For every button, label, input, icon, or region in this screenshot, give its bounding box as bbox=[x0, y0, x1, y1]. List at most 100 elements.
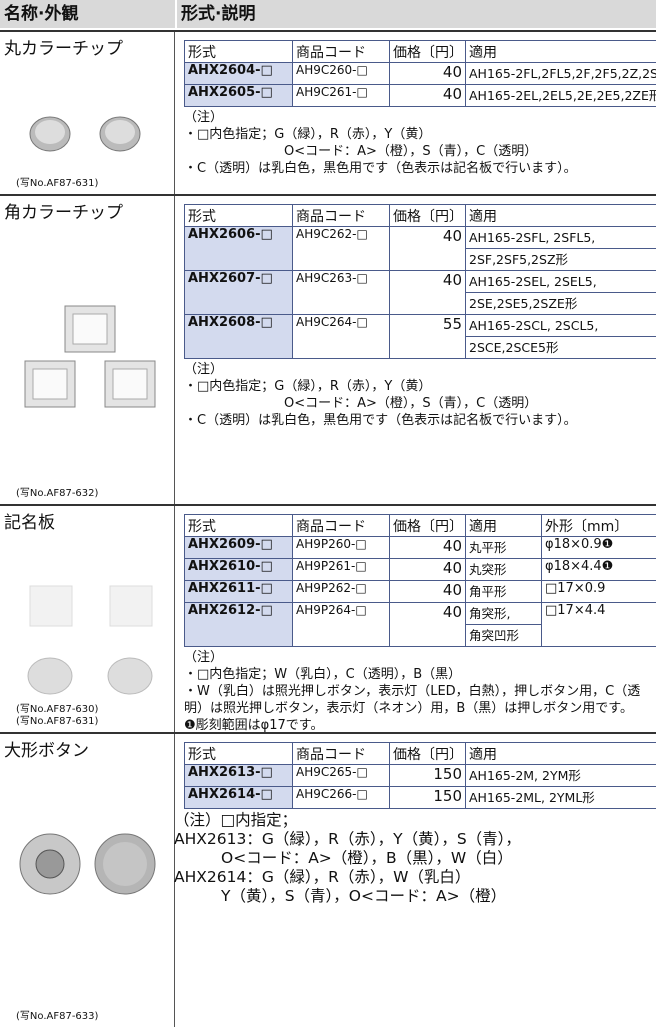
use-line: 角突形, bbox=[469, 606, 511, 621]
price: 150 bbox=[389, 764, 466, 787]
use-line: 角突凹形 bbox=[466, 624, 541, 646]
chip-face bbox=[105, 120, 135, 144]
section-name: 記名板 bbox=[4, 513, 55, 533]
use-line: 2SE,2SE5,2SZE形 bbox=[466, 292, 656, 314]
model: AHX2608-□ bbox=[184, 314, 293, 359]
use-line: AH165-2SCL, 2SCL5, bbox=[469, 318, 599, 333]
dimension: φ18×4.4❶ bbox=[541, 558, 656, 581]
price: 40 bbox=[389, 62, 466, 85]
code: AH9C261-□ bbox=[292, 84, 390, 107]
model: AHX2611-□ bbox=[184, 580, 293, 603]
caption-line: (写No.AF87-632) bbox=[16, 488, 99, 499]
column-header: 形式 bbox=[184, 40, 293, 63]
section: 丸カラーチップ (写No.AF87-631) 形式 商品コード 価格〔円〕 適用 AHX26… bbox=[0, 30, 656, 194]
row: AHX2607-□ AH9C263-□ 40 AH165-2SEL, 2SEL5, 2S… bbox=[184, 270, 656, 315]
use-line: AH165-2SFL, 2SFL5, bbox=[469, 230, 596, 245]
caption-line: (写No.AF87-631) bbox=[16, 178, 99, 189]
code: AH9P261-□ bbox=[292, 558, 390, 581]
section-right: 形式 商品コード 価格〔円〕 適用 AHX2606-□ AH9C262-□ 40 AH165-… bbox=[184, 204, 656, 429]
header-row: 形式 商品コード 価格〔円〕 適用 bbox=[184, 742, 656, 765]
chip-face bbox=[112, 368, 148, 400]
use-line: 2SCE,2SCE5形 bbox=[466, 336, 656, 358]
dimension: □17×0.9 bbox=[541, 580, 656, 603]
use: AH165-2ML, 2YML形 bbox=[465, 786, 656, 809]
use: 角平形 bbox=[465, 580, 542, 603]
notes: （注） ・□内色指定；W（乳白），C（透明），B（黒） ・W（乳白）は照光押しボタン… bbox=[184, 649, 656, 732]
use-line: 丸平形 bbox=[469, 540, 507, 555]
note-line: AHX2613：G（緑），R（赤），Y（黄），S（青）， bbox=[174, 830, 521, 848]
column-header: 価格〔円〕 bbox=[389, 40, 466, 63]
column-header: 外形〔mm〕 bbox=[541, 514, 656, 537]
column-header: 適用 bbox=[465, 514, 542, 537]
use: AH165-2SEL, 2SEL5, 2SE,2SE5,2SZE形 bbox=[465, 270, 656, 315]
note-line: ・C（透明）は乳白色，黒色用です（色表示は記名板で行います）。 bbox=[184, 161, 577, 176]
section: 角カラーチップ (写No.AF87-632) 形式 商品コード 価格〔円〕 適用 AHX26… bbox=[0, 194, 656, 504]
chip-face bbox=[72, 313, 108, 345]
use-line: AH165-2M, 2YM形 bbox=[469, 768, 581, 783]
note-line: （注） bbox=[184, 362, 224, 377]
model: AHX2614-□ bbox=[184, 786, 293, 809]
section-name: 大形ボタン bbox=[4, 741, 89, 761]
caption-line: (写No.AF87-630) bbox=[16, 704, 99, 715]
button-core bbox=[103, 842, 147, 886]
plate bbox=[27, 657, 73, 695]
price: 40 bbox=[389, 580, 466, 603]
column-header: 価格〔円〕 bbox=[389, 742, 466, 765]
section-name: 丸カラーチップ bbox=[4, 39, 123, 59]
note-line: ・□内色指定；G（緑），R（赤），Y（黄） bbox=[184, 127, 432, 142]
note-line: （注） bbox=[184, 110, 224, 125]
use-line: 2SF,2SF5,2SZ形 bbox=[466, 248, 656, 270]
row: AHX2610-□ AH9P261-□ 40 丸突形 φ18×4.4❶ bbox=[184, 558, 656, 581]
photo bbox=[24, 305, 156, 408]
use: 丸突形 bbox=[465, 558, 542, 581]
note-line: O<コード：A>（橙），S（青），C（透明） bbox=[284, 144, 538, 159]
model: AHX2606-□ bbox=[184, 226, 293, 271]
notes: （注）□内指定； AHX2613：G（緑），R（赤），Y（黄），S（青）， O<コー… bbox=[174, 811, 656, 906]
caption-line: (写No.AF87-631) bbox=[16, 716, 99, 727]
column-header: 形式 bbox=[184, 204, 293, 227]
row: AHX2611-□ AH9P262-□ 40 角平形 □17×0.9 bbox=[184, 580, 656, 603]
photo bbox=[19, 833, 156, 895]
note-line: （注） bbox=[184, 650, 224, 665]
use-line: 角平形 bbox=[469, 584, 507, 599]
photo bbox=[29, 116, 141, 152]
note-line: O<コード：A>（橙），B（黒），W（白） bbox=[221, 849, 513, 867]
row: AHX2606-□ AH9C262-□ 40 AH165-2SFL, 2SFL5, 2S… bbox=[184, 226, 656, 271]
row: AHX2605-□ AH9C261-□ 40 AH165-2EL,2EL5,2E,2E… bbox=[184, 84, 656, 107]
use-line: AH165-2FL,2FL5,2F,2F5,2Z,2S2形 bbox=[469, 66, 656, 81]
column-header: 価格〔円〕 bbox=[389, 514, 466, 537]
notes: （注） ・□内色指定；G（緑），R（赤），Y（黄） O<コード：A>（橙），S（青）… bbox=[184, 361, 656, 429]
dimension: φ18×0.9❶ bbox=[541, 536, 656, 559]
button-core bbox=[35, 849, 65, 879]
section-left: 丸カラーチップ (写No.AF87-631) bbox=[0, 32, 175, 194]
model: AHX2613-□ bbox=[184, 764, 293, 787]
code: AH9C266-□ bbox=[292, 786, 390, 809]
column-header: 適用 bbox=[465, 742, 656, 765]
notes: （注） ・□内色指定；G（緑），R（赤），Y（黄） O<コード：A>（橙），S（青）… bbox=[184, 109, 656, 177]
use-line: 丸突形 bbox=[469, 562, 507, 577]
note-line: O<コード：A>（橙），S（青），C（透明） bbox=[284, 396, 538, 411]
code: AH9C263-□ bbox=[292, 270, 390, 315]
note-line: Y（黄），S（青），O<コード：A>（橙） bbox=[221, 887, 507, 905]
price: 40 bbox=[389, 270, 466, 315]
section-left: 大形ボタン (写No.AF87-633) bbox=[0, 734, 175, 1027]
use: AH165-2FL,2FL5,2F,2F5,2Z,2S2形 bbox=[465, 62, 656, 85]
column-header: 形式 bbox=[184, 742, 293, 765]
column-header: 形式 bbox=[184, 514, 293, 537]
column-header: 商品コード bbox=[292, 40, 390, 63]
section-right: 形式 商品コード 価格〔円〕 適用 AHX2613-□ AH9C265-□ 150 AH165… bbox=[174, 742, 656, 906]
header-row: 形式 商品コード 価格〔円〕 適用 bbox=[184, 204, 656, 227]
note-line: （注）□内指定； bbox=[174, 811, 298, 829]
column-header: 商品コード bbox=[292, 204, 390, 227]
price: 55 bbox=[389, 314, 466, 359]
caption: (写No.AF87-632) bbox=[16, 488, 98, 500]
section-right: 形式 商品コード 価格〔円〕 適用 AHX2604-□ AH9C260-□ 40 AH165-… bbox=[184, 40, 656, 177]
column-header: 価格〔円〕 bbox=[389, 204, 466, 227]
spec-table: 形式 商品コード 価格〔円〕 適用 AHX2613-□ AH9C265-□ 150 AH165… bbox=[184, 742, 656, 809]
use-line: AH165-2EL,2EL5,2E,2E5,2ZE形 bbox=[469, 88, 656, 103]
code: AH9P260-□ bbox=[292, 536, 390, 559]
use: AH165-2EL,2EL5,2E,2E5,2ZE形 bbox=[465, 84, 656, 107]
column-header: 商品コード bbox=[292, 742, 390, 765]
use-line: AH165-2ML, 2YML形 bbox=[469, 790, 595, 805]
note-line: ❶彫刻範囲はφ17です。 bbox=[184, 718, 324, 732]
